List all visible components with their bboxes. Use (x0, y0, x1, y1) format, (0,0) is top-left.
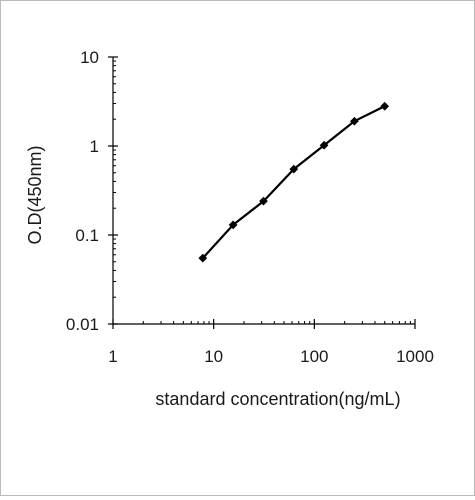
x-major-ticks (112, 319, 416, 329)
y-axis-label: O.D(450nm) (25, 145, 45, 244)
data-point-marker (380, 101, 390, 111)
data-point-marker (350, 116, 359, 126)
y-tick-label: 1 (90, 137, 99, 156)
data-point-marker (289, 164, 299, 174)
y-tick-labels: 0.01 0.1 1 10 (66, 48, 99, 334)
series-line (201, 105, 386, 259)
x-minor-ticks (142, 321, 411, 324)
series-group (198, 101, 390, 263)
x-tick-label: 10 (204, 347, 223, 366)
chart-axes (112, 57, 415, 325)
data-point-marker (259, 196, 268, 206)
data-point-marker (198, 253, 208, 263)
data-point-marker (319, 140, 329, 150)
x-axis-label: standard concentration(ng/mL) (155, 389, 400, 409)
data-point-marker (228, 220, 238, 230)
y-minor-ticks (113, 60, 116, 298)
x-tick-label: 1 (108, 347, 117, 366)
x-tick-labels: 1 10 100 1000 (108, 347, 434, 366)
y-tick-label: 0.1 (75, 226, 99, 245)
x-tick-label: 100 (300, 347, 328, 366)
x-tick-label: 1000 (396, 347, 434, 366)
y-tick-label: 10 (80, 48, 99, 67)
y-tick-label: 0.01 (66, 315, 99, 334)
